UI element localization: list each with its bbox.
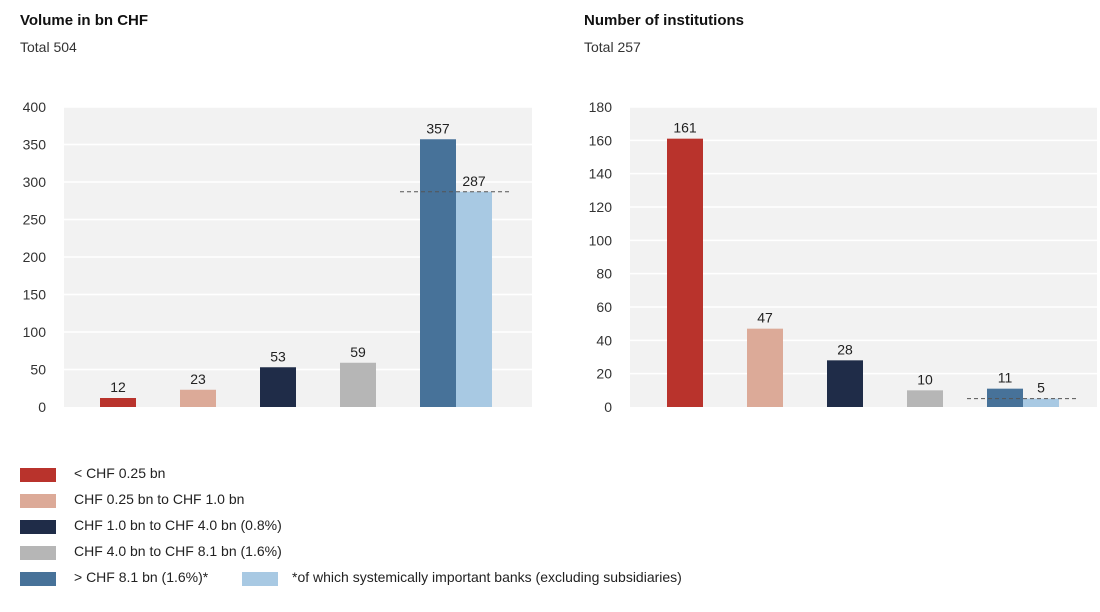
left-y-tick-label: 400 [23, 99, 47, 115]
legend-swatch [20, 546, 56, 560]
right-y-tick-label: 20 [596, 366, 612, 382]
legend-label: < CHF 0.25 bn [74, 465, 166, 481]
legend-swatch [242, 572, 278, 586]
right-y-tick-label: 140 [589, 166, 613, 182]
right-plot-area [630, 107, 1097, 407]
right-bar-value-label: 11 [998, 370, 1013, 386]
legend-swatch [20, 572, 56, 586]
left-bar [100, 398, 136, 407]
right-bar [907, 390, 943, 407]
right-bar [667, 138, 703, 407]
right-y-tick-label: 180 [589, 99, 613, 115]
left-bar-value-label: 23 [190, 371, 206, 387]
left-chart-title: Volume in bn CHF [20, 12, 149, 29]
left-bar-value-label: 59 [350, 344, 366, 360]
right-bar-value-label: 10 [917, 371, 933, 387]
right-y-tick-label: 60 [596, 299, 612, 315]
right-bar-value-label: 47 [757, 310, 773, 326]
left-y-tick-label: 100 [23, 324, 47, 340]
charts-canvas: 0 50 100 150 200 250 300 350 400 12 23 53 59 357 287 0 2… [23, 99, 1097, 415]
left-y-tick-label: 150 [23, 287, 47, 303]
right-chart-title: Number of institutions [584, 12, 744, 29]
left-y-tick-label: 200 [23, 249, 47, 265]
left-y-tick-label: 350 [23, 137, 47, 153]
left-bar-value-label: 357 [426, 120, 450, 136]
right-chart-total: Total 257 [584, 39, 641, 55]
right-y-tick-label: 120 [589, 199, 613, 215]
right-sub-bar [1023, 398, 1059, 407]
left-y-tick-label: 0 [38, 399, 46, 415]
left-sub-bar-value-label: 287 [462, 173, 486, 189]
left-bar [420, 139, 456, 407]
left-chart-total: Total 504 [20, 39, 77, 55]
left-bar-value-label: 12 [110, 379, 126, 395]
left-bar [260, 367, 296, 407]
legend-label: *of which systemically important banks (… [292, 569, 682, 585]
right-y-tick-label: 0 [604, 399, 612, 415]
left-y-tick-label: 300 [23, 174, 47, 190]
legend-label: CHF 0.25 bn to CHF 1.0 bn [74, 491, 245, 507]
right-y-tick-label: 80 [596, 266, 612, 282]
right-bar [747, 328, 783, 407]
legend-label: > CHF 8.1 bn (1.6%)* [74, 569, 209, 585]
legend-swatch [20, 494, 56, 508]
right-bar-value-label: 161 [673, 120, 697, 136]
right-bar [827, 360, 863, 407]
left-bar [180, 389, 216, 407]
right-sub-bar-value-label: 5 [1037, 380, 1045, 396]
left-bar [340, 362, 376, 407]
right-y-tick-label: 160 [589, 132, 613, 148]
legend-swatch [20, 468, 56, 482]
legend-label: CHF 4.0 bn to CHF 8.1 bn (1.6%) [74, 543, 282, 559]
left-bar-value-label: 53 [270, 348, 286, 364]
legend-swatch [20, 520, 56, 534]
legend-label: CHF 1.0 bn to CHF 4.0 bn (0.8%) [74, 517, 282, 533]
left-y-tick-label: 250 [23, 212, 47, 228]
right-bar-value-label: 28 [837, 341, 853, 357]
left-sub-bar [456, 191, 492, 407]
right-bar [987, 388, 1023, 407]
right-y-tick-label: 100 [589, 232, 613, 248]
right-y-tick-label: 40 [596, 332, 612, 348]
left-y-tick-label: 50 [30, 362, 46, 378]
